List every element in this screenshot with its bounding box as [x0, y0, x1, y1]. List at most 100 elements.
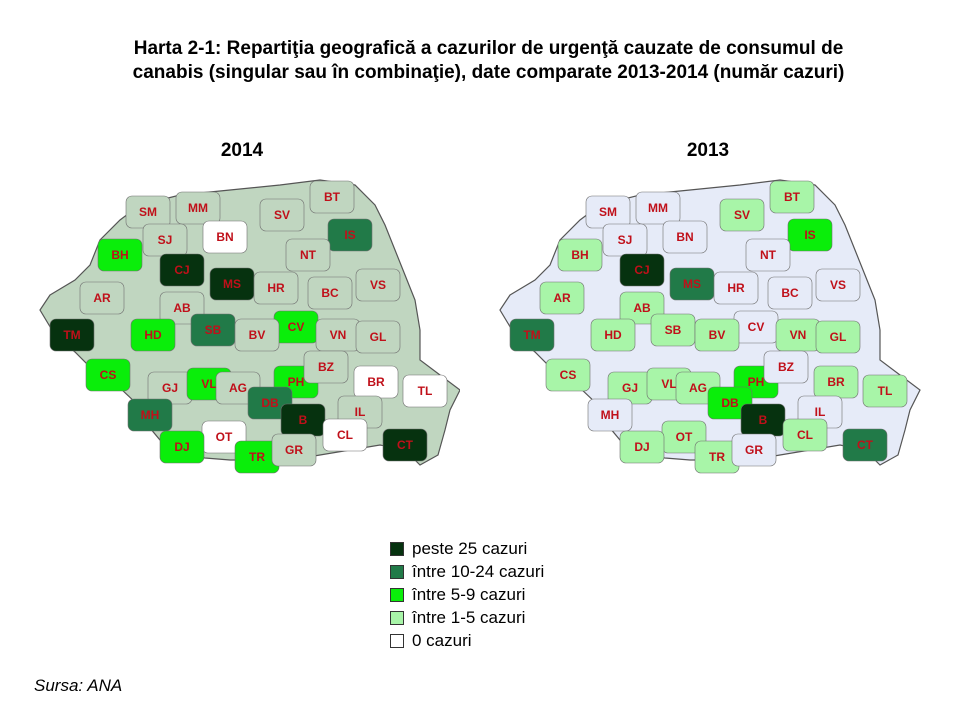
region-label-ar: AR: [93, 291, 111, 305]
region-label-tm: TM: [63, 328, 80, 342]
region-label-ms: MS: [223, 277, 241, 291]
region-label-dj: DJ: [634, 440, 649, 454]
legend-swatch: [390, 610, 404, 625]
legend: peste 25 cazuri între 10-24 cazuri între…: [390, 537, 544, 652]
region-label-ct: CT: [397, 438, 414, 452]
region-hd: [590, 318, 636, 352]
region-label-bn: BN: [676, 230, 693, 244]
region-bn: [202, 220, 248, 254]
region-bh: [557, 238, 603, 272]
title-line-2: canabis (singular sau în combinaţie), da…: [132, 62, 845, 83]
region-label-tl: TL: [878, 384, 893, 398]
region-label-hd: HD: [144, 328, 162, 342]
region-ct: [842, 428, 888, 462]
region-vs: [815, 268, 861, 302]
region-bz: [303, 350, 349, 384]
region-label-tr: TR: [249, 450, 265, 464]
region-label-tm: TM: [523, 328, 540, 342]
region-bc: [767, 276, 813, 310]
region-sv: [719, 198, 765, 232]
region-nt: [285, 238, 331, 272]
legend-item-5-9: între 5-9 cazuri: [390, 583, 544, 606]
region-label-vn: VN: [790, 328, 807, 342]
legend-label: între 5-9 cazuri: [412, 584, 526, 604]
title-line-1: Harta 2-1: Repartiţia geografică a cazur…: [133, 38, 844, 59]
region-label-ab: AB: [173, 301, 191, 315]
region-label-mm: MM: [188, 201, 208, 215]
region-label-gr: GR: [285, 443, 303, 457]
map-title: Harta 2-1: Repartiţia geografică a cazur…: [0, 37, 977, 85]
region-label-br: BR: [367, 375, 385, 389]
region-label-gj: GJ: [162, 381, 178, 395]
region-label-ot: OT: [676, 430, 693, 444]
region-label-sj: SJ: [158, 233, 173, 247]
region-label-db: DB: [721, 396, 739, 410]
region-ar: [79, 281, 125, 315]
legend-item-0: 0 cazuri: [390, 629, 544, 652]
region-label-bz: BZ: [778, 360, 794, 374]
legend-swatch: [390, 564, 404, 579]
region-label-nt: NT: [760, 248, 777, 262]
region-label-bz: BZ: [318, 360, 334, 374]
region-label-mh: MH: [141, 408, 160, 422]
region-tm: [509, 318, 555, 352]
region-label-cs: CS: [100, 368, 117, 382]
region-mm: [635, 191, 681, 225]
region-mh: [127, 398, 173, 432]
region-label-ot: OT: [216, 430, 233, 444]
region-label-ab: AB: [633, 301, 651, 315]
region-bt: [769, 180, 815, 214]
region-label-ar: AR: [553, 291, 571, 305]
region-bn: [662, 220, 708, 254]
region-label-cl: CL: [797, 428, 813, 442]
region-label-bh: BH: [571, 248, 588, 262]
legend-label: 0 cazuri: [412, 630, 472, 650]
region-label-tl: TL: [418, 384, 433, 398]
region-label-bv: BV: [249, 328, 266, 342]
region-label-bc: BC: [781, 286, 799, 300]
legend-label: între 1-5 cazuri: [412, 607, 526, 627]
region-label-b: B: [759, 413, 768, 427]
region-label-is: IS: [804, 228, 815, 242]
region-label-sv: SV: [274, 208, 290, 222]
region-label-hr: HR: [727, 281, 745, 295]
region-dj: [159, 430, 205, 464]
region-vs: [355, 268, 401, 302]
region-label-vl: VL: [201, 377, 216, 391]
region-label-bh: BH: [111, 248, 128, 262]
region-label-bc: BC: [321, 286, 339, 300]
region-bh: [97, 238, 143, 272]
region-label-sb: SB: [665, 323, 682, 337]
region-mm: [175, 191, 221, 225]
region-label-sv: SV: [734, 208, 750, 222]
region-dj: [619, 430, 665, 464]
region-label-vs: VS: [370, 278, 386, 292]
region-nt: [745, 238, 791, 272]
region-label-ag: AG: [229, 381, 247, 395]
map-year-2013: 2013: [686, 140, 730, 161]
region-hr: [253, 271, 299, 305]
region-label-sm: SM: [599, 205, 617, 219]
region-label-ag: AG: [689, 381, 707, 395]
legend-item-peste-25: peste 25 cazuri: [390, 537, 544, 560]
legend-swatch: [390, 541, 404, 556]
region-label-hr: HR: [267, 281, 285, 295]
region-gl: [815, 320, 861, 354]
region-label-b: B: [299, 413, 308, 427]
region-label-hd: HD: [604, 328, 622, 342]
region-is: [327, 218, 373, 252]
region-ar: [539, 281, 585, 315]
region-cs: [85, 358, 131, 392]
region-label-vs: VS: [830, 278, 846, 292]
region-label-cv: CV: [288, 320, 305, 334]
legend-item-10-24: între 10-24 cazuri: [390, 560, 544, 583]
region-gr: [271, 433, 317, 467]
legend-swatch: [390, 587, 404, 602]
region-label-bt: BT: [784, 190, 801, 204]
region-cs: [545, 358, 591, 392]
region-cl: [322, 418, 368, 452]
region-gr: [731, 433, 777, 467]
region-label-il: IL: [355, 405, 366, 419]
region-label-il: IL: [815, 405, 826, 419]
region-label-ph: PH: [288, 375, 305, 389]
